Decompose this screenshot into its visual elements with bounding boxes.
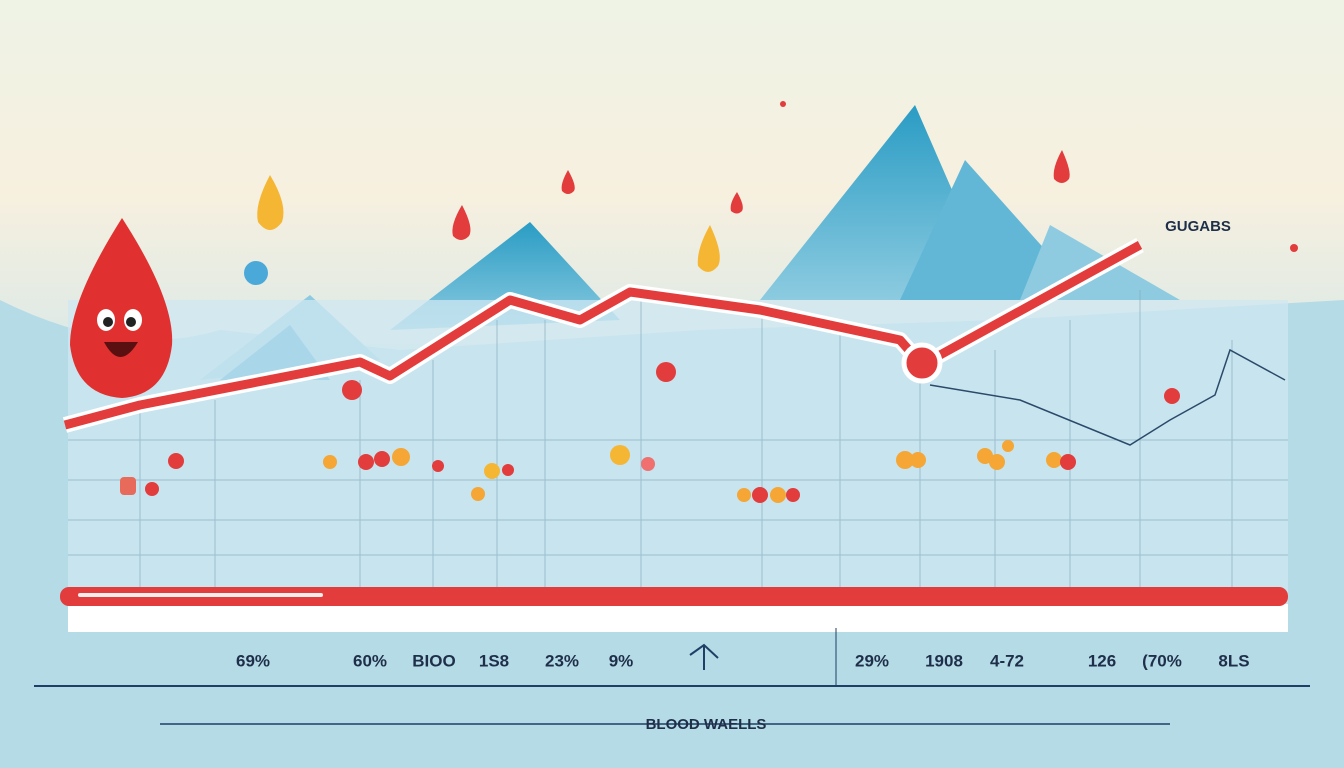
label: BIOO [412, 651, 455, 670]
icon [689, 643, 719, 670]
label: (70% [1142, 651, 1182, 670]
label: 29% [855, 651, 889, 670]
drops [244, 150, 1070, 285]
grid [68, 290, 1288, 620]
base-strip [68, 604, 1288, 632]
label: 9% [609, 651, 634, 670]
label: 69% [236, 651, 270, 670]
label: 1908 [925, 651, 963, 670]
thin-line [929, 348, 1286, 446]
label: 126 [1088, 651, 1116, 670]
label: 23% [545, 651, 579, 670]
label: 4-72 [990, 651, 1024, 670]
label: 60% [353, 651, 387, 670]
red-bar [60, 587, 1288, 606]
marker [901, 342, 943, 384]
label: 1S8 [479, 651, 509, 670]
bar-highlight [78, 593, 323, 597]
grid-panel [68, 300, 1288, 630]
label: 8LS [1218, 651, 1249, 670]
drop-character [70, 218, 173, 398]
title: BLOOD WAELLS [646, 716, 767, 733]
dots [120, 101, 1298, 503]
peak-label: GUGABS [1165, 218, 1231, 235]
labels: 69% 60% BIOO 1S8 23% 9% 29% 1908 4-72 126 (70% 8LS [236, 651, 1250, 670]
